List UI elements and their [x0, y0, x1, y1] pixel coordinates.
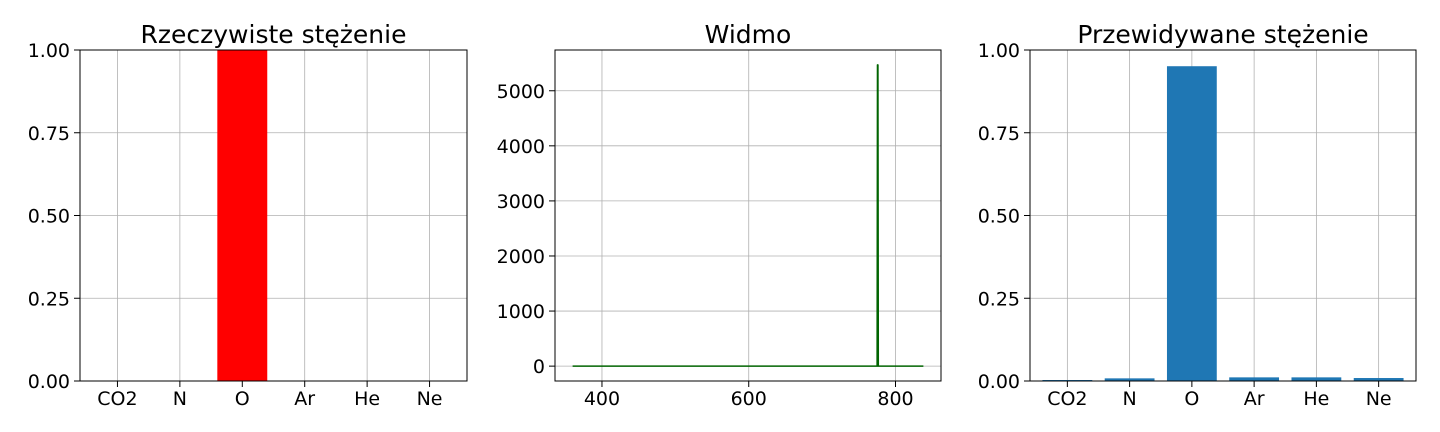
x-tick-label: Ne [1366, 388, 1392, 410]
y-tick-label: 0.75 [28, 123, 70, 145]
y-tick-label: 0.25 [978, 288, 1020, 310]
y-tick-label: 1000 [497, 301, 545, 323]
bar-he [1291, 377, 1342, 381]
chart-title: Rzeczywiste stężenie [141, 20, 407, 49]
y-tick-label: 0.00 [978, 371, 1020, 393]
chart-predicted-concentration: Przewidywane stężenie 0.00 0.25 0.50 0.75 1.… [978, 20, 1417, 410]
y-tick-label: 0.00 [28, 371, 70, 393]
x-tick-label: 400 [584, 388, 620, 410]
bar-o [1166, 66, 1217, 382]
x-tick-label: Ar [1244, 388, 1265, 410]
y-tick-label: 0.50 [28, 206, 70, 228]
x-tick-label: CO2 [97, 388, 137, 410]
y-tick-label: 5000 [497, 81, 545, 103]
bar-n [1104, 378, 1155, 381]
gridlines [555, 50, 941, 381]
gridlines [80, 49, 467, 382]
x-tick-label: O [235, 388, 250, 410]
bar-ne [1353, 378, 1404, 381]
plot-frame [554, 49, 942, 382]
x-tick-label: CO2 [1047, 388, 1087, 410]
spectrum-line [572, 64, 924, 367]
chart-title: Przewidywane stężenie [1077, 20, 1368, 49]
x-tick-label: He [354, 388, 380, 410]
bar-ar [1229, 377, 1280, 381]
y-tick-label: 3000 [497, 191, 545, 213]
x-tick-label: N [173, 388, 187, 410]
x-tick-label: He [1303, 388, 1329, 410]
bars [217, 50, 268, 381]
x-tick-label: 600 [731, 388, 767, 410]
bars [1042, 66, 1404, 382]
y-tick-label: 1.00 [978, 40, 1020, 62]
gridlines [1030, 49, 1416, 382]
y-tick-label: 0 [533, 356, 545, 378]
chart-title: Widmo [705, 20, 792, 49]
chart-spectrum: Widmo 0 1000 2000 3000 4000 5000 400 600 800 [497, 20, 942, 410]
y-tick-label: 2000 [497, 246, 545, 268]
bar-o [217, 50, 268, 381]
y-tick-label: 1.00 [28, 40, 70, 62]
y-tick-label: 0.50 [978, 206, 1020, 228]
x-tick-label: Ne [417, 388, 443, 410]
x-tick-label: Ar [294, 388, 315, 410]
y-tick-label: 4000 [497, 136, 545, 158]
y-tick-label: 0.75 [978, 123, 1020, 145]
x-tick-label: 800 [877, 388, 913, 410]
chart-actual-concentration: Rzeczywiste stężenie 0.00 0.25 0.50 0.75 1.0… [28, 20, 468, 410]
y-tick-label: 0.25 [28, 288, 70, 310]
x-tick-label: N [1123, 388, 1137, 410]
x-tick-label: O [1184, 388, 1199, 410]
